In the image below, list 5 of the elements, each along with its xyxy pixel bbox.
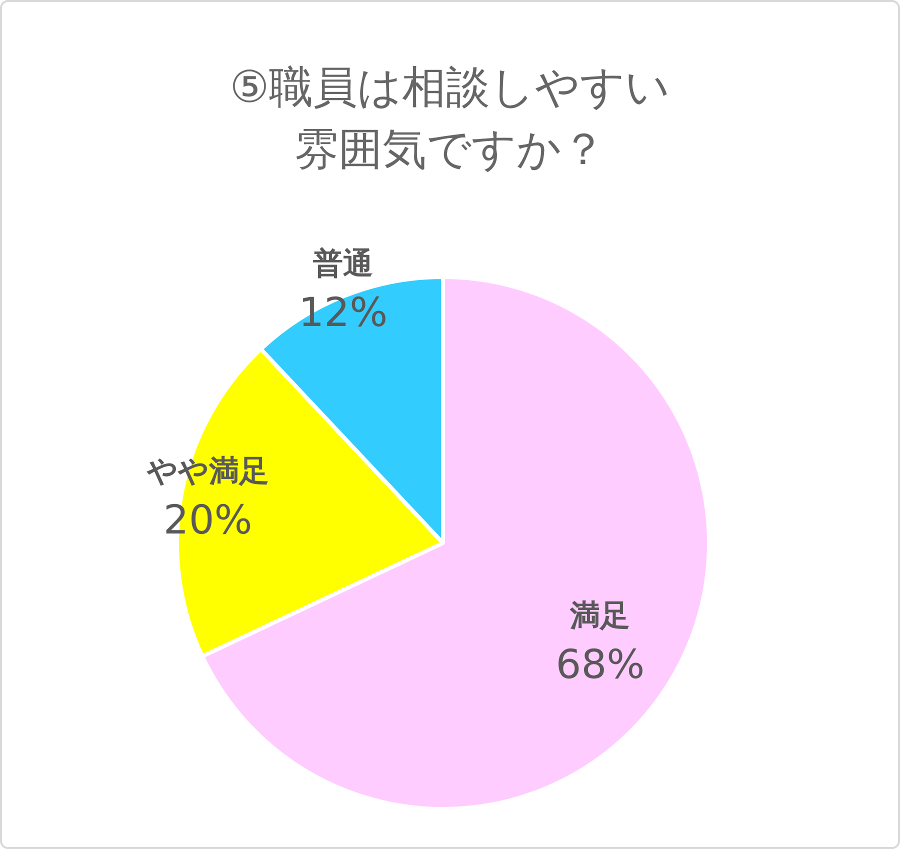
slice-label: 満足 — [569, 598, 630, 634]
data-label: 68% — [556, 642, 645, 688]
slice-label: 普通 — [313, 246, 374, 282]
data-label: 12% — [298, 290, 388, 336]
chart-title: ⑤職員は相談しやすい雰囲気ですか？ — [228, 61, 672, 177]
